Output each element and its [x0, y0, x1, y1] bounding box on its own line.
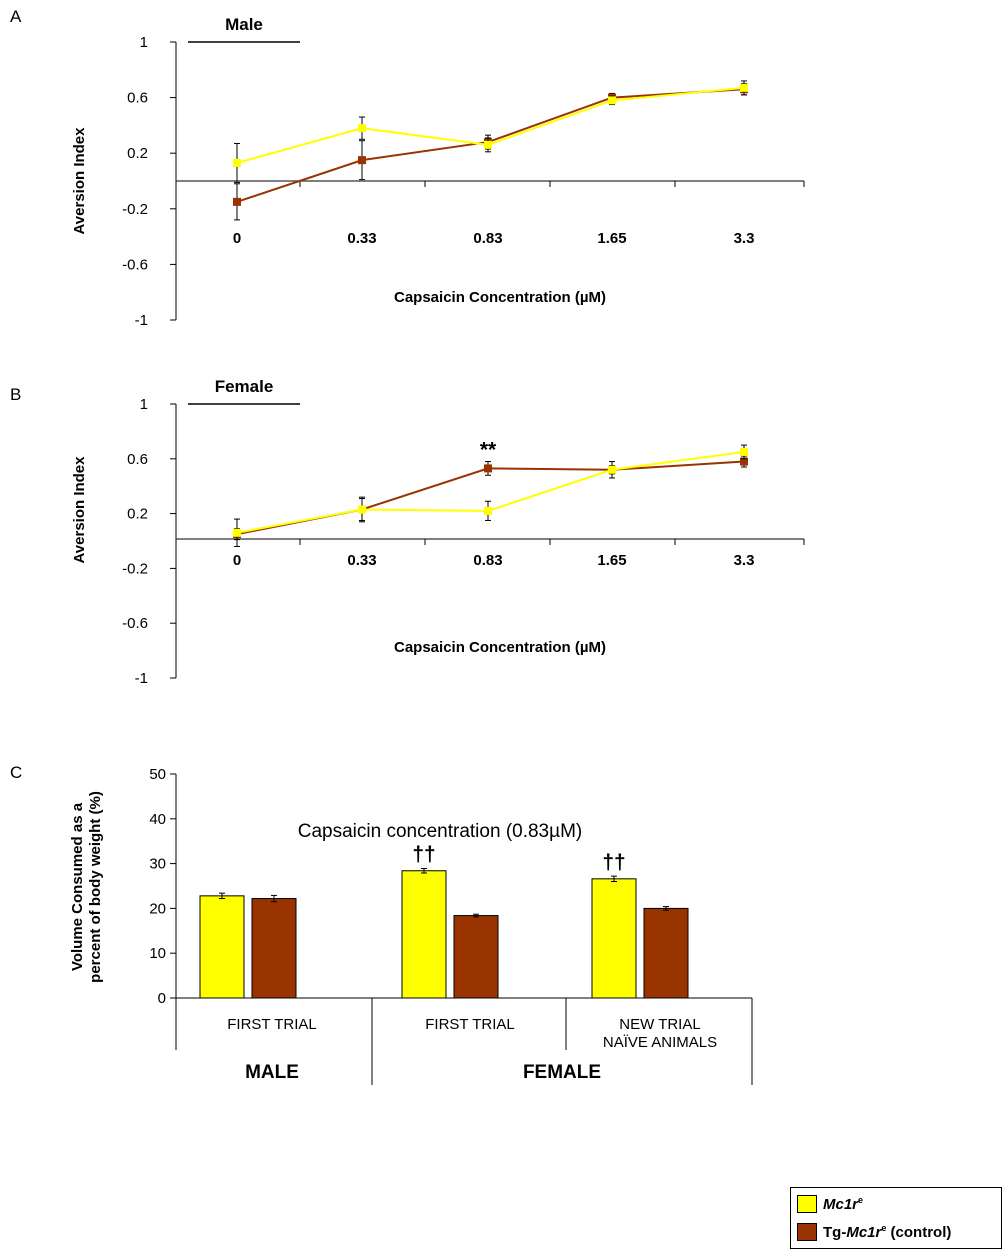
y-tick-label-a: -0.2: [122, 201, 148, 218]
y-tick-label-c: 20: [149, 900, 166, 917]
category-label-c: NEW TRIAL: [619, 1016, 700, 1033]
x-tick-label-b: 0.83: [473, 552, 502, 569]
x-tick-label-b: 3.3: [734, 552, 755, 569]
data-point-tg-mc1r-b: [740, 457, 748, 466]
panel-title-a: Male: [225, 15, 263, 34]
category-label-c: FIRST TRIAL: [425, 1016, 514, 1033]
legend-swatch-brown: [797, 1223, 817, 1241]
significance-marker-c: ††: [412, 843, 435, 866]
panel-title-b: Female: [215, 377, 274, 396]
bar-mc1r-c: [199, 895, 245, 999]
legend-swatch-yellow: [797, 1195, 817, 1213]
group-label-female: FEMALE: [523, 1062, 601, 1083]
data-point-mc1r-b: [740, 447, 748, 456]
y-tick-label-b: 1: [140, 396, 148, 413]
x-tick-label-b: 1.65: [597, 552, 626, 569]
y-tick-label-a: -0.6: [122, 256, 148, 273]
legend-label-mc1r: Mc1re: [823, 1195, 864, 1213]
data-point-mc1r-b: [608, 465, 616, 474]
series-line-tg-mc1r-b: [236, 460, 745, 536]
group-label-male: MALE: [245, 1062, 299, 1083]
y-tick-label-c: 10: [149, 945, 166, 962]
legend-item-mc1r: Mc1re: [797, 1193, 863, 1215]
data-point-tg-mc1r-b: [484, 464, 492, 473]
bar-mc1r-c: [591, 878, 637, 999]
data-point-tg-mc1r-a: [233, 197, 241, 206]
y-tick-label-b: -1: [135, 670, 148, 687]
data-point-mc1r-a: [233, 158, 241, 167]
legend: Mc1re Tg-Mc1re (control): [790, 1187, 1002, 1249]
y-axis-label-line2-c: percent of body weight (%): [87, 791, 104, 983]
significance-marker-b: **: [480, 438, 497, 461]
category-label-c: FIRST TRIAL: [227, 1016, 316, 1033]
legend-item-tg-mc1r: Tg-Mc1re (control): [797, 1221, 951, 1243]
y-tick-label-c: 0: [158, 990, 166, 1007]
significance-marker-c: ††: [602, 851, 625, 874]
x-axis-label-b: Capsaicin Concentration (µM): [394, 639, 606, 656]
bar-tg-mc1r-c: [453, 915, 499, 999]
data-point-mc1r-a: [358, 124, 366, 133]
data-point-mc1r-b: [358, 505, 366, 514]
bar-mc1r-c: [401, 870, 447, 999]
y-tick-label-a: 0.2: [127, 145, 148, 162]
bar-tg-mc1r-c: [643, 907, 689, 999]
y-axis-label-b: Aversion Index: [71, 456, 88, 564]
category-label-c: NAÏVE ANIMALS: [603, 1034, 717, 1051]
data-point-mc1r-a: [608, 96, 616, 105]
x-tick-label-a: 3.3: [734, 230, 755, 247]
x-tick-label-b: 0: [233, 552, 241, 569]
y-tick-label-b: 0.6: [127, 451, 148, 468]
y-tick-label-b: -0.2: [122, 560, 148, 577]
x-tick-label-a: 0.83: [473, 230, 502, 247]
panel-letter-a: A: [10, 7, 22, 26]
data-point-mc1r-b: [233, 528, 241, 537]
data-point-mc1r-b: [484, 506, 492, 515]
y-tick-label-a: 0.6: [127, 90, 148, 107]
y-axis-label-a: Aversion Index: [71, 127, 88, 235]
y-tick-label-c: 30: [149, 856, 166, 873]
panel-letter-c: C: [10, 763, 22, 782]
chart-title-c: Capsaicin concentration (0.83µM): [298, 821, 582, 842]
x-axis-label-a: Capsaicin Concentration (µM): [394, 289, 606, 306]
x-tick-label-b: 0.33: [347, 552, 376, 569]
y-axis-label-line1-c: Volume Consumed as a: [69, 802, 86, 971]
legend-label-tg-mc1r: Tg-Mc1re (control): [823, 1223, 952, 1241]
y-tick-label-a: 1: [140, 34, 148, 51]
y-tick-label-b: 0.2: [127, 506, 148, 523]
x-tick-label-a: 1.65: [597, 230, 626, 247]
bar-tg-mc1r-c: [251, 898, 297, 999]
y-tick-label-a: -1: [135, 312, 148, 329]
panel-letter-b: B: [10, 385, 21, 404]
data-point-tg-mc1r-a: [358, 156, 366, 165]
data-point-mc1r-a: [740, 83, 748, 92]
y-tick-label-b: -0.6: [122, 615, 148, 632]
x-tick-label-a: 0.33: [347, 230, 376, 247]
data-point-mc1r-a: [484, 140, 492, 149]
x-tick-label-a: 0: [233, 230, 241, 247]
y-tick-label-c: 40: [149, 811, 166, 828]
y-tick-label-c: 50: [149, 766, 166, 783]
